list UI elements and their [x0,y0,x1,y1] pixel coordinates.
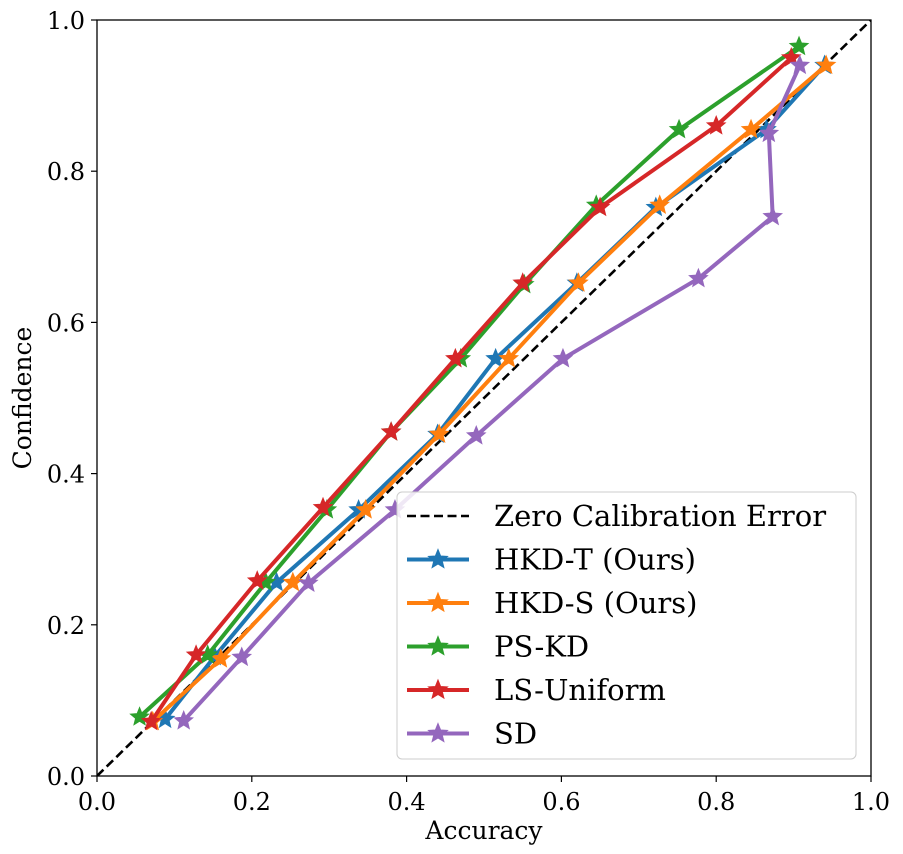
data-point [789,54,811,75]
data-point [788,35,810,56]
legend-entry: HKD-T (Ours) [407,543,696,577]
data-point [298,572,319,592]
y-tick-label: 0.8 [47,158,85,186]
legend-entry: Zero Calibration Error [407,499,826,533]
data-point [140,710,162,731]
legend-entry: LS-Uniform [407,673,666,707]
data-point [282,571,304,592]
legend-entry: PS-KD [407,630,589,664]
legend-label: HKD-S (Ours) [494,586,697,620]
x-tick-label: 0.0 [78,788,116,816]
x-tick-label: 0.6 [542,788,580,816]
y-tick-label: 0.0 [47,763,85,791]
series-4 [140,46,802,731]
data-point [589,196,611,217]
legend-entry: HKD-S (Ours) [407,586,697,620]
data-point [445,347,466,368]
legend-swatch-star [427,722,449,743]
series-line [137,44,802,720]
series-line [150,63,829,724]
data-point [649,194,670,214]
legend-label: LS-Uniform [494,673,666,707]
x-tick-label: 0.4 [388,788,426,816]
data-point [185,644,207,664]
legend-swatch-star [427,635,449,656]
data-point [668,118,690,139]
data-point [512,272,534,292]
x-tick-label: 1.0 [852,788,890,816]
y-tick-label: 0.2 [47,612,85,640]
data-point [552,347,574,368]
legend-swatch-star [427,591,449,613]
data-point [688,267,709,288]
data-point [498,347,520,368]
legend-label: Zero Calibration Error [494,499,826,533]
data-point [762,205,784,226]
x-axis-label: Accuracy [424,816,543,845]
x-tick-label: 0.8 [697,788,735,816]
legend-label: PS-KD [494,630,589,664]
reference-line [97,20,871,776]
legend-box [396,491,857,760]
y-axis-label: Confidence [8,327,37,470]
legend-label: SD [494,717,537,751]
legend-swatch-star [427,548,449,569]
data-point [758,122,780,143]
data-point [740,118,762,139]
x-tick-label: 0.2 [233,788,271,816]
series-line [149,55,794,724]
data-point [355,499,376,519]
legend: Zero Calibration Error HKD-T (Ours) HKD-S … [396,491,857,760]
data-point [568,272,589,292]
y-tick-label: 1.0 [47,7,85,35]
data-point [173,709,194,730]
series-5 [173,54,811,730]
data-point [312,496,334,517]
series-line [163,63,827,722]
legend-label: HKD-T (Ours) [494,543,696,577]
data-point [129,706,150,726]
data-point [246,570,268,590]
data-point [465,424,487,445]
data-point [231,646,253,667]
data-point [428,423,450,444]
data-point [815,54,837,75]
data-point [380,421,402,441]
plot-inner [97,20,871,776]
axes: 0.0 0.2 0.4 0.6 0.8 1.0 0.0 0.2 0.4 0.6 0.8 1.0 Accu… [8,7,890,845]
plot-area [97,20,871,776]
data-point [705,115,727,135]
plot-frame [96,19,872,777]
legend-entry: SD [407,717,537,751]
y-tick-label: 0.6 [47,309,85,337]
y-tick-label: 0.4 [47,461,85,489]
legend-swatch-star [427,678,449,700]
series-line [181,63,802,723]
data-point [210,647,232,668]
series-2 [142,54,837,731]
